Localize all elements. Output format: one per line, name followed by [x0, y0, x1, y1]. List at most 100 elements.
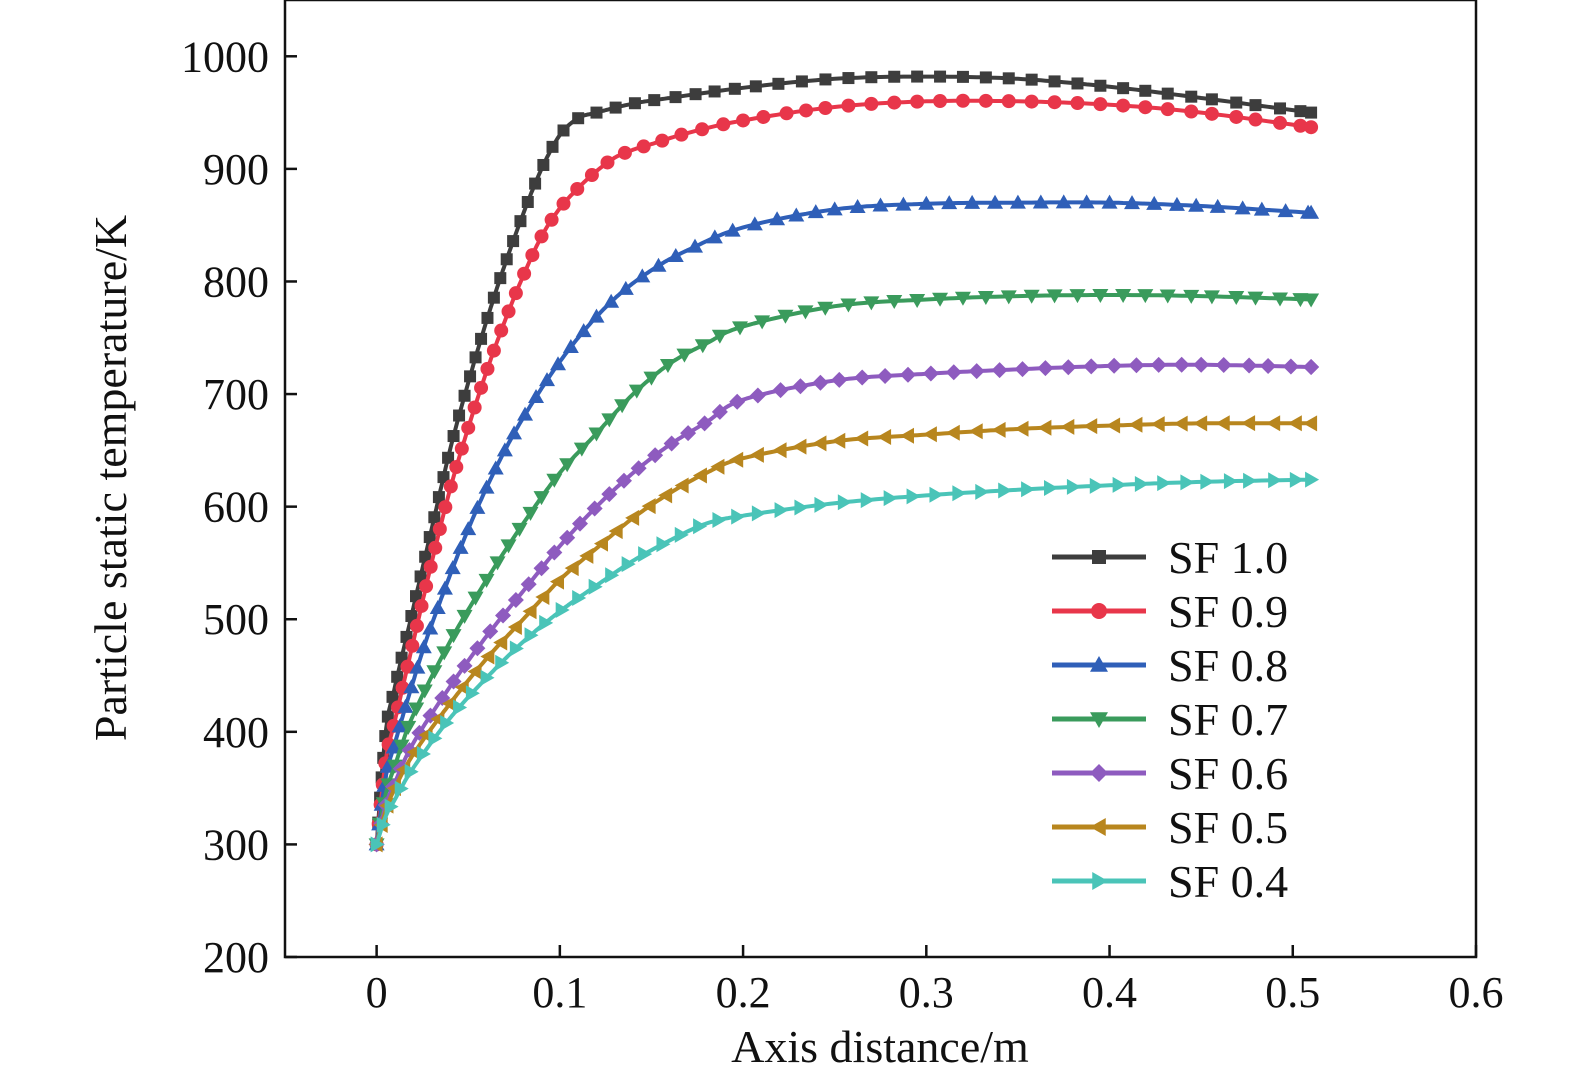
data-point: [403, 679, 420, 694]
data-point: [1014, 420, 1029, 437]
data-point: [579, 547, 594, 564]
data-point: [487, 291, 500, 304]
data-point: [1128, 357, 1145, 374]
data-point: [514, 215, 527, 228]
data-point: [391, 718, 408, 733]
data-point: [643, 371, 660, 386]
data-point: [818, 100, 833, 115]
data-point: [711, 329, 728, 344]
data-point: [1241, 415, 1256, 432]
data-point: [863, 296, 880, 311]
x-tick-label: 0.2: [716, 968, 771, 1017]
data-point: [605, 567, 620, 584]
data-point: [840, 298, 857, 313]
data-point: [609, 101, 622, 114]
data-point: [546, 140, 559, 153]
data-point: [614, 399, 631, 414]
data-point: [676, 348, 693, 363]
data-point: [911, 70, 924, 83]
data-point: [749, 80, 762, 93]
data-point: [1116, 98, 1131, 113]
data-point: [1223, 473, 1238, 490]
data-point: [746, 216, 763, 231]
data-point: [1209, 198, 1226, 213]
data-point: [728, 82, 741, 95]
data-point: [1060, 359, 1077, 376]
data-point: [968, 423, 983, 440]
data-point: [1021, 481, 1036, 498]
data-point: [481, 311, 494, 324]
data-point: [1150, 416, 1165, 433]
data-point: [792, 438, 807, 455]
data-point: [954, 291, 971, 306]
data-point: [489, 556, 506, 571]
data-point: [1014, 361, 1031, 378]
data-point: [461, 420, 476, 435]
data-point: [854, 369, 871, 386]
data-point: [674, 127, 689, 142]
legend-label: SF 0.8: [1168, 640, 1288, 691]
data-point: [480, 669, 495, 686]
data-point: [529, 177, 542, 190]
legend-marker: [1092, 872, 1108, 890]
data-point: [482, 623, 499, 640]
data-point: [1294, 105, 1307, 118]
data-point: [1282, 358, 1299, 375]
data-point: [955, 93, 970, 108]
data-point: [442, 451, 455, 464]
data-point: [509, 640, 524, 657]
data-point: [1268, 472, 1283, 489]
data-point: [508, 286, 523, 301]
data-point: [658, 487, 673, 504]
data-point: [586, 500, 603, 517]
data-point: [441, 695, 456, 712]
data-point: [667, 247, 684, 262]
data-point: [1037, 360, 1054, 377]
data-point: [1183, 289, 1200, 304]
data-point: [572, 515, 589, 532]
data-point: [416, 684, 433, 699]
data-point: [934, 70, 947, 83]
data-point: [534, 229, 549, 244]
data-point: [826, 201, 843, 216]
data-point: [708, 85, 721, 98]
data-point: [1106, 357, 1123, 374]
data-point: [464, 370, 477, 383]
data-point: [1253, 201, 1270, 216]
data-point: [416, 746, 431, 763]
data-point: [1001, 94, 1016, 109]
y-tick-label: 200: [203, 933, 269, 982]
data-point: [628, 97, 641, 110]
data-point: [716, 117, 731, 132]
data-point: [693, 518, 708, 535]
x-tick-label: 0.1: [532, 968, 587, 1017]
data-point: [452, 539, 469, 554]
data-point: [814, 496, 829, 513]
series-line: [374, 477, 1312, 846]
data-point: [409, 618, 424, 633]
data-point: [546, 544, 563, 561]
data-point: [1009, 194, 1026, 209]
data-point: [772, 77, 785, 90]
data-point: [426, 665, 443, 680]
data-point: [456, 609, 473, 624]
y-tick-label: 600: [203, 483, 269, 532]
data-point: [559, 458, 576, 473]
data-point: [772, 382, 789, 399]
data-point: [1159, 289, 1176, 304]
data-point: [601, 413, 618, 428]
data-point: [1303, 293, 1320, 308]
data-point: [1205, 93, 1218, 106]
data-point: [1055, 194, 1072, 209]
data-point: [991, 421, 1006, 438]
data-point: [394, 780, 409, 797]
data-point: [1266, 415, 1281, 432]
data-point: [601, 486, 618, 503]
data-point: [945, 424, 960, 441]
data-point: [537, 158, 550, 171]
data-point: [1292, 293, 1309, 308]
legend-label: SF 0.4: [1168, 856, 1288, 907]
data-point: [1305, 106, 1318, 119]
data-point: [1272, 292, 1289, 307]
